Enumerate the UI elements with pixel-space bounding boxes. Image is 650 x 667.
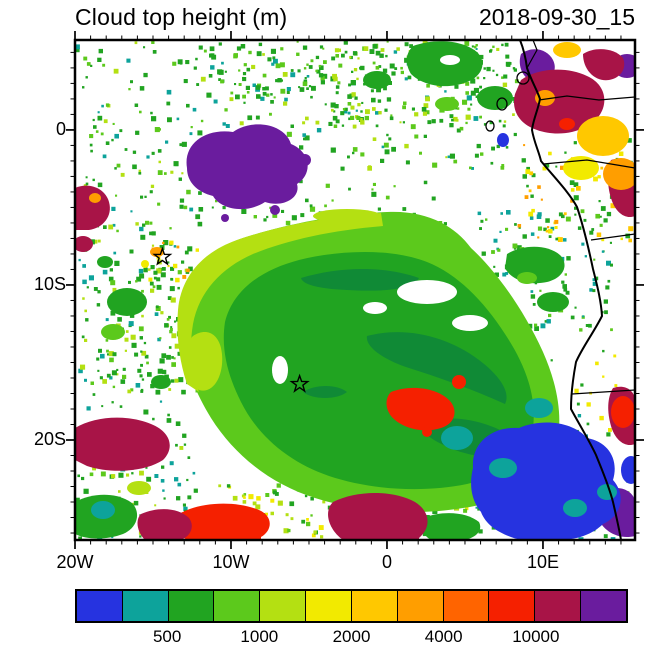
colorbar-cell <box>260 591 307 621</box>
topmid-clear-hole <box>440 55 460 65</box>
west-cloud-2 <box>101 324 125 340</box>
purple-dot-3 <box>221 214 229 222</box>
maroon-southwest <box>75 417 170 471</box>
colorbar-tick-label: 500 <box>152 627 182 646</box>
purple-cluster-main <box>186 124 308 210</box>
rightmid-green-2 <box>537 292 569 312</box>
saotome-island <box>485 120 495 132</box>
blue-rightedge <box>621 456 635 484</box>
station-markers <box>152 246 310 393</box>
maroon-west-small <box>75 236 93 252</box>
deck-shade-streak-1 <box>366 332 507 404</box>
teal-patch-4 <box>563 499 587 517</box>
y-tick-label: 20S <box>33 429 66 449</box>
teal-patch-3 <box>525 398 553 418</box>
deck-fringe-west-patch <box>187 332 223 391</box>
yellow-topright <box>563 156 599 180</box>
plot-frame <box>73 38 637 542</box>
red-deck-dot-2 <box>422 427 432 437</box>
map-plot <box>66 31 644 549</box>
country-border-3 <box>590 233 635 241</box>
deck-fringe-north-arc <box>313 209 381 223</box>
colorbar-cell <box>581 591 626 621</box>
topmid-green-4 <box>435 97 459 111</box>
y-tick-label: 0 <box>55 118 66 139</box>
colorbar-cell <box>122 591 169 621</box>
maroon-topright-main <box>513 69 605 134</box>
deck-shade-streak-4 <box>303 386 347 398</box>
red-deck-cell <box>386 387 455 431</box>
colorbar-cell <box>489 591 536 621</box>
teal-patch-2 <box>489 458 517 478</box>
west-cloud-1 <box>107 288 147 316</box>
colorbar-cell <box>535 591 582 621</box>
star-marker <box>152 246 173 266</box>
colorbar-tick-label: 4000 <box>424 627 463 646</box>
chart-title: Cloud top height (m) <box>75 4 288 30</box>
teal-patch-1 <box>441 426 473 450</box>
red-bottom-left <box>174 503 270 540</box>
colorbar-cell <box>168 591 215 621</box>
west-cloud-3 <box>151 375 171 389</box>
gold-topedge <box>553 42 581 58</box>
deck-fringe-chartreuse <box>177 213 383 392</box>
deck-shade-streak-3 <box>301 269 419 291</box>
purple-dot-1 <box>299 154 311 166</box>
colorbar-cell <box>306 591 352 621</box>
x-tick-label: 20W <box>56 552 94 572</box>
west-cloud-4 <box>97 256 113 268</box>
maroon-bottom-center <box>328 493 428 540</box>
deck-clear-hole-3 <box>363 302 387 314</box>
maroon-topedge-right <box>583 49 625 81</box>
gold-topright <box>577 116 629 156</box>
x-tick-label: 0 <box>381 552 392 572</box>
bottomleft-teal <box>91 501 115 519</box>
colorbar-tick-label: 10000 <box>512 627 560 646</box>
y-tick-label: 10S <box>33 273 66 294</box>
deck-clear-hole-4 <box>272 356 288 384</box>
blue-dot-top <box>497 133 509 147</box>
teal-patch-5 <box>597 484 617 500</box>
x-tick-label: 10E <box>526 552 559 572</box>
rightmid-green-3 <box>517 272 537 284</box>
africa-coastline <box>519 40 622 540</box>
maroon-bottom-left <box>137 509 192 540</box>
deck-clear-hole-2 <box>452 315 488 331</box>
principe-island <box>496 97 508 111</box>
coastline-layer <box>485 40 635 540</box>
country-border-5 <box>526 40 538 69</box>
country-border-1 <box>538 95 635 101</box>
colorbar-cell <box>443 591 490 621</box>
deck-clear-hole-1 <box>397 280 457 304</box>
colorbar-tick-label: 1000 <box>240 627 279 646</box>
country-border-4 <box>571 389 635 395</box>
maroon-west-edge <box>75 185 110 230</box>
map-canvas <box>75 40 635 540</box>
topmid-green-3 <box>363 71 391 89</box>
colorbar-cell <box>77 591 123 621</box>
bioko-island <box>516 71 530 85</box>
x-tick-label: 10W <box>212 552 250 572</box>
deck-south-tail <box>421 513 481 540</box>
colorbar-cell <box>351 591 398 621</box>
red-rightedge <box>611 396 635 428</box>
colorbar-cell <box>397 591 444 621</box>
colorbar-tick-label: 2000 <box>332 627 371 646</box>
star-marker <box>289 373 310 393</box>
yellow-near-star <box>141 260 149 268</box>
colorbar <box>75 589 628 623</box>
colorbar-cell <box>214 591 261 621</box>
red-deck-dot-1 <box>452 375 466 389</box>
orange-west-dot <box>89 193 101 203</box>
topmid-green-2 <box>477 86 513 110</box>
red-topright-small <box>559 118 575 130</box>
chart-datetime: 2018-09-30_15 <box>478 4 635 30</box>
purple-dot-2 <box>270 205 280 215</box>
cloud-speckle-layer <box>75 40 634 540</box>
country-border-2 <box>542 159 635 169</box>
orange-topright <box>603 158 635 190</box>
bottomleft-chartreuse <box>127 481 151 495</box>
